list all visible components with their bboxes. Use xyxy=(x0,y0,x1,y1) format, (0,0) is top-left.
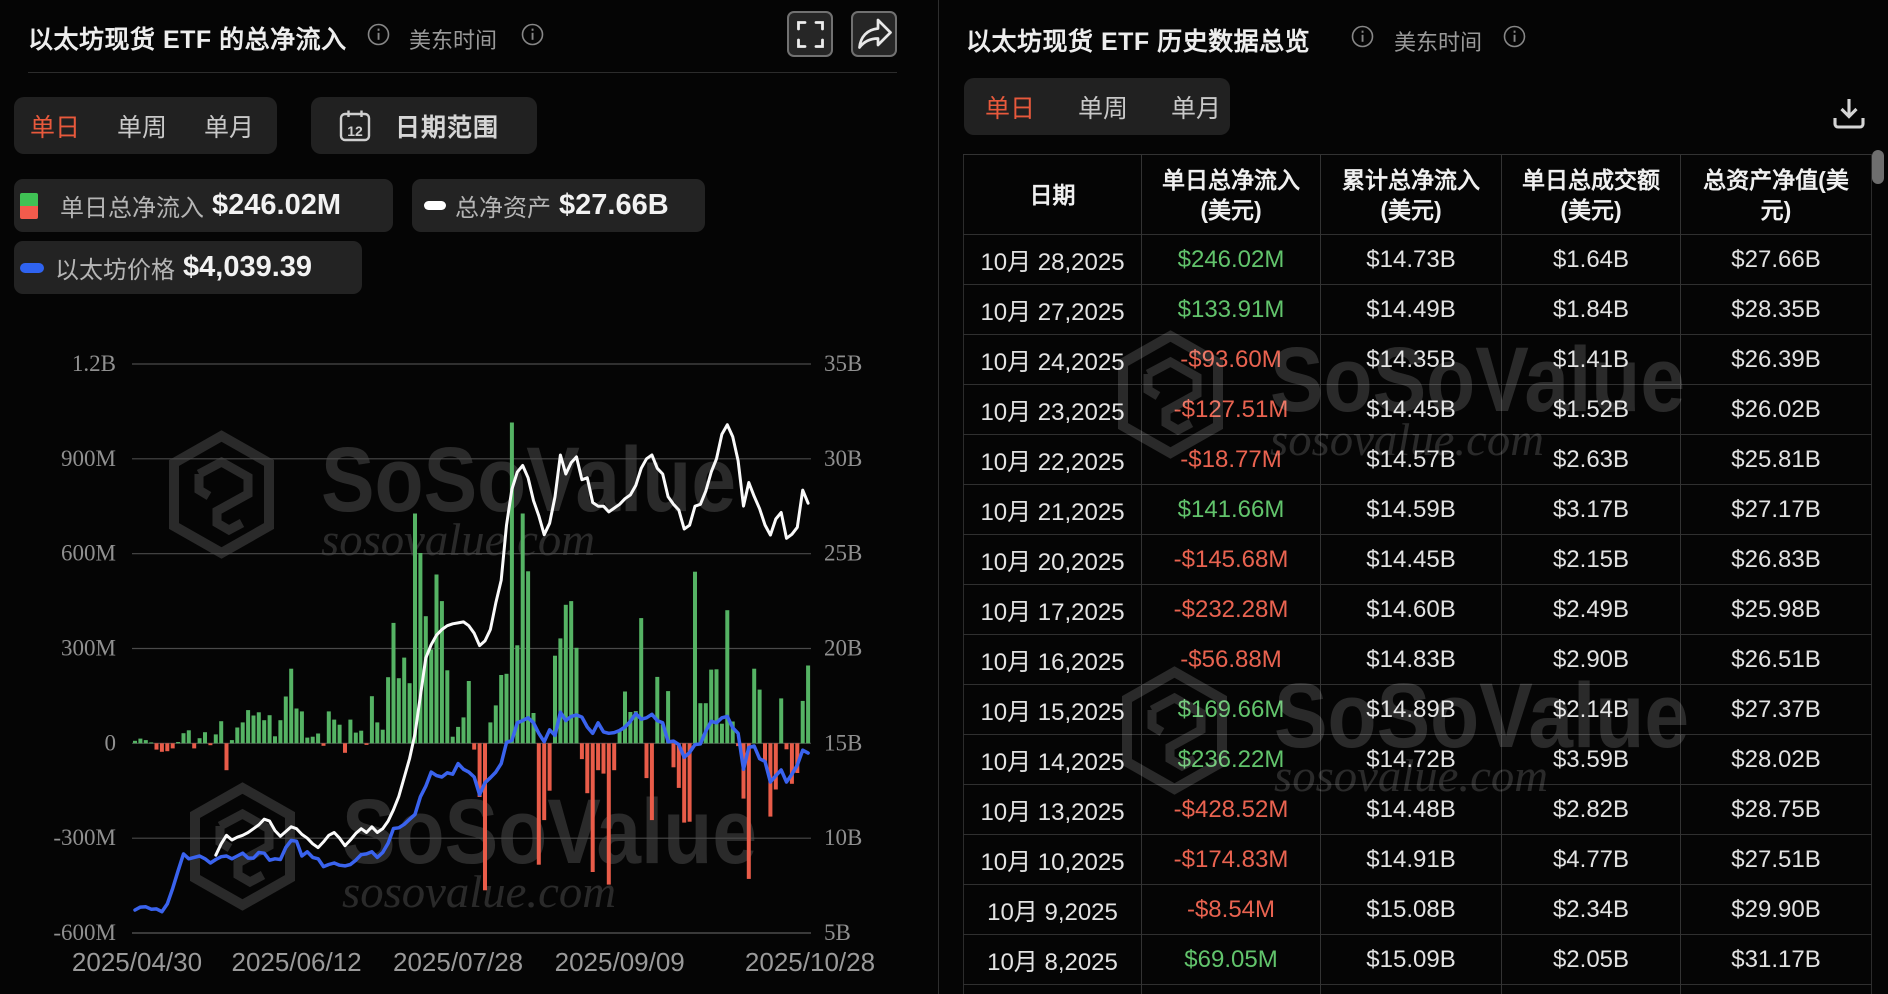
svg-text:2025/07/28: 2025/07/28 xyxy=(393,947,523,977)
svg-text:sosovalue.com: sosovalue.com xyxy=(342,866,616,917)
svg-text:300M: 300M xyxy=(61,636,116,661)
svg-text:2025/06/12: 2025/06/12 xyxy=(232,947,362,977)
svg-text:-300M: -300M xyxy=(53,825,116,850)
svg-text:900M: 900M xyxy=(61,446,116,471)
svg-text:15B: 15B xyxy=(824,730,862,755)
svg-text:sosovalue.com: sosovalue.com xyxy=(321,514,595,565)
svg-text:2025/10/28: 2025/10/28 xyxy=(745,947,875,977)
svg-text:10B: 10B xyxy=(824,825,862,850)
svg-text:12: 12 xyxy=(347,123,363,139)
svg-text:30B: 30B xyxy=(824,446,862,471)
svg-text:20B: 20B xyxy=(824,636,862,661)
svg-text:25B: 25B xyxy=(824,541,862,566)
svg-text:2025/04/30: 2025/04/30 xyxy=(72,947,202,977)
svg-text:600M: 600M xyxy=(61,541,116,566)
svg-text:1.2B: 1.2B xyxy=(72,351,116,376)
svg-text:5B: 5B xyxy=(824,920,851,945)
svg-text:35B: 35B xyxy=(824,351,862,376)
svg-text:0: 0 xyxy=(105,730,117,755)
svg-text:2025/09/09: 2025/09/09 xyxy=(555,947,685,977)
svg-text:-600M: -600M xyxy=(53,920,116,945)
